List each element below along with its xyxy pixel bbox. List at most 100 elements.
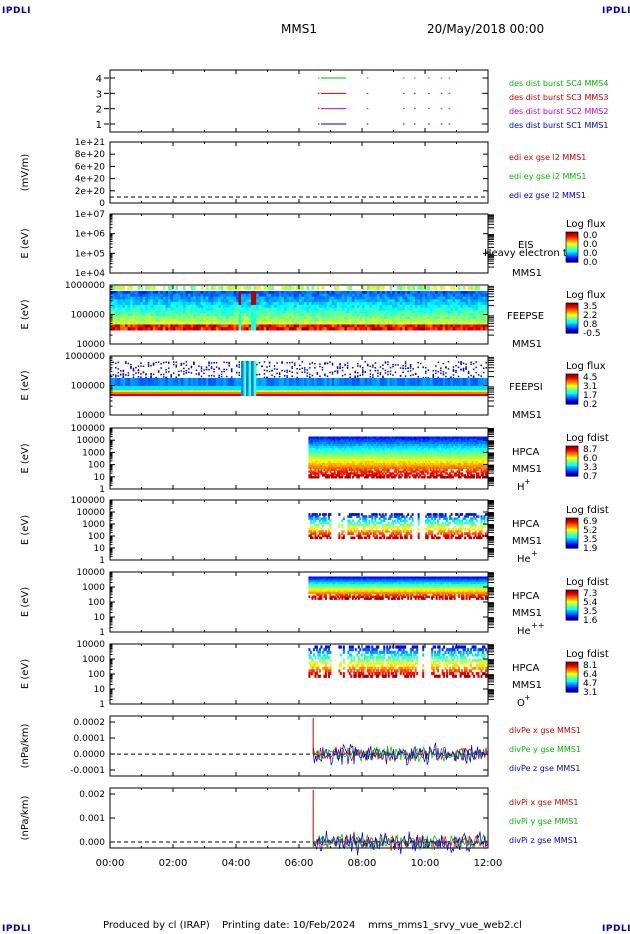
feepsi-cell: [120, 394, 124, 396]
feepse-cell: [485, 327, 489, 331]
feepse-cell: [470, 316, 474, 320]
hpca-h-cell: [321, 455, 324, 458]
feepsi-cell: [397, 392, 401, 394]
hpca-h-cell: [383, 444, 386, 447]
feepse-cell: [127, 307, 131, 311]
hpca-h-cell: [365, 442, 368, 445]
feepsi-cell: [462, 390, 466, 392]
hpca-h-cell: [332, 436, 335, 439]
feepse-cell: [389, 324, 393, 328]
feepsi-cell: [130, 366, 132, 369]
feepse-cell: [445, 324, 449, 328]
hpca-h-cell: [384, 442, 387, 445]
feepse-cell: [180, 313, 184, 317]
feepsi-cell: [472, 363, 475, 365]
feepse-cell: [314, 310, 318, 314]
feepse-cell: [256, 327, 260, 331]
feepsi-cell: [273, 392, 277, 394]
feepse-cell: [223, 321, 227, 325]
feepsi-cell: [440, 386, 444, 390]
hpca-h-cell: [374, 451, 377, 454]
feepse-cell: [185, 316, 189, 320]
feepsi-cell: [311, 374, 314, 377]
hpca-h-cell: [381, 472, 384, 475]
feepse-cell: [369, 307, 373, 311]
feepsi-cell: [359, 365, 361, 368]
feepse-cell: [115, 313, 119, 317]
feepse-cell: [225, 324, 229, 328]
feepsi-cell: [419, 378, 423, 386]
feepsi-cell: [273, 386, 277, 390]
hpca-h-cell: [362, 442, 365, 445]
feepse-cell: [152, 316, 156, 320]
hpca-h-cell: [330, 468, 333, 471]
feepsi-cell: [223, 392, 227, 394]
feepse-cell: [437, 316, 441, 320]
feepse-cell: [482, 324, 486, 328]
hpca-h-cell: [309, 455, 312, 458]
feepsi-cell: [379, 372, 382, 374]
feepse-cell: [414, 316, 418, 320]
feepsi-cell: [465, 394, 469, 396]
feepse-cell: [165, 293, 169, 298]
feepse-cell: [278, 293, 282, 298]
hpca-h-cell: [347, 436, 350, 439]
hpca-h-cell: [308, 453, 311, 456]
feepse-cell: [210, 316, 214, 320]
feepse-cell: [195, 291, 199, 295]
feepse-cell: [173, 321, 177, 325]
feepsi-cell: [319, 390, 323, 392]
feepsi-cell: [442, 394, 446, 396]
feepsi-cell: [399, 394, 403, 396]
hpca-h-cell: [339, 440, 342, 443]
feepsi-cell: [445, 372, 447, 374]
feepse-cell: [309, 293, 313, 298]
feepse-cell: [470, 307, 474, 311]
feepsi-cell: [319, 386, 323, 390]
hpca-h-cell: [365, 445, 368, 449]
feepse-cell: [359, 307, 363, 311]
feepsi-cell: [404, 392, 408, 394]
feepse-cell: [241, 304, 245, 309]
feepse-cell: [402, 313, 406, 317]
hpca-h-cell: [333, 464, 336, 468]
hpca-h-cell: [375, 438, 378, 441]
feepsi-cell: [195, 392, 199, 394]
feepse-cell: [311, 318, 315, 323]
feepse-cell: [379, 318, 383, 323]
feepsi-cell: [203, 390, 207, 392]
feepsi-cell: [266, 390, 270, 392]
feepsi-cell: [467, 390, 471, 392]
hpca-h-cell: [336, 436, 339, 439]
feepsi-cell: [293, 394, 297, 396]
feepse-cell: [208, 313, 212, 317]
feepse-cell: [253, 324, 257, 328]
feepsi-cell: [336, 370, 339, 373]
hpca-h-cell: [369, 474, 372, 477]
feepse-cell: [230, 286, 234, 290]
feepse-cell: [359, 291, 363, 295]
feepse-cell: [477, 324, 481, 328]
feepsi-cell: [329, 394, 333, 396]
feepse-cell: [470, 296, 474, 300]
feepse-cell: [175, 310, 179, 314]
feepsi-cell: [137, 365, 140, 368]
feepse-cell: [132, 321, 136, 325]
feepsi-cell: [457, 394, 461, 396]
hpca-h-cell: [350, 445, 353, 449]
feepsi-cell: [140, 394, 144, 396]
feepse-cell: [412, 304, 416, 309]
hpca-h-cell: [354, 445, 357, 449]
feepse-cell: [125, 291, 129, 295]
feepse-cell: [188, 291, 192, 295]
feepsi-cell: [115, 362, 117, 365]
hpca-h-cell: [348, 453, 351, 456]
feepse-cell: [377, 291, 381, 295]
feepse-cell: [281, 316, 285, 320]
feepse-cell: [367, 293, 371, 298]
feepse-cell: [379, 302, 383, 306]
hpca-h-cell: [362, 472, 365, 475]
hpca-h-cell: [338, 451, 341, 454]
feepsi-cell: [210, 394, 214, 396]
hpca-h-cell: [381, 436, 384, 439]
